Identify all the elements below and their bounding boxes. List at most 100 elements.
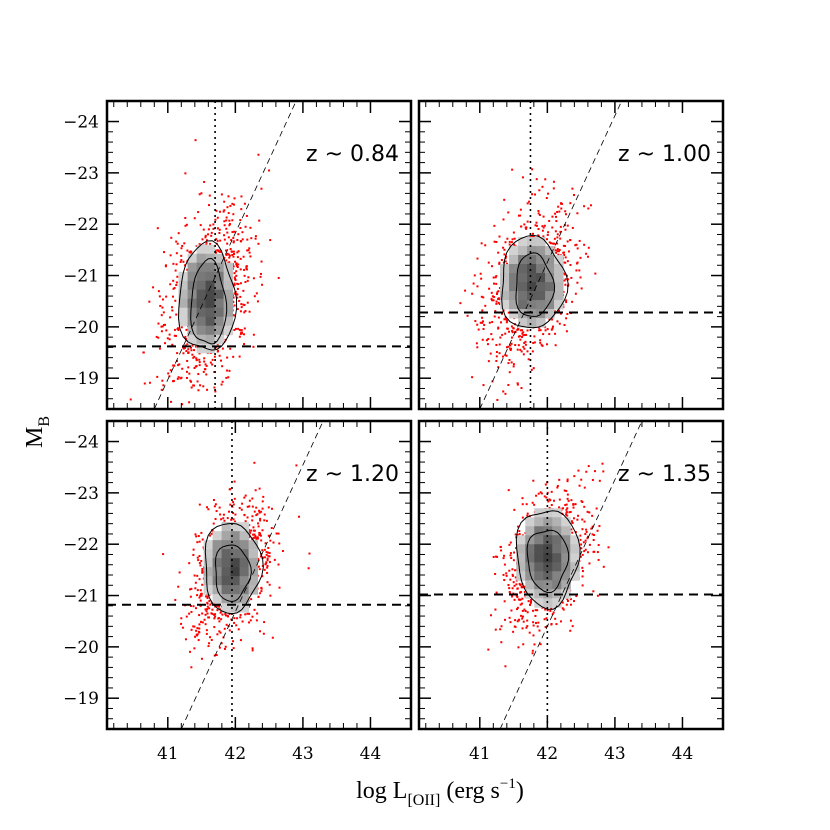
scatter-point — [211, 358, 214, 361]
x-tick-label: 43 — [292, 744, 314, 764]
scatter-point — [566, 514, 569, 517]
density-cell — [187, 253, 198, 264]
scatter-point — [175, 360, 178, 363]
scatter-point — [559, 312, 562, 315]
scatter-point — [248, 247, 251, 250]
scatter-point — [196, 589, 199, 592]
scatter-point — [157, 290, 160, 293]
scatter-point — [523, 347, 526, 350]
scatter-point — [471, 376, 474, 379]
scatter-point — [177, 364, 180, 367]
scatter-point — [490, 333, 493, 336]
scatter-point — [513, 243, 516, 246]
scatter-point — [571, 300, 574, 303]
scatter-point — [524, 343, 527, 346]
scatter-point — [255, 537, 258, 540]
scatter-point — [181, 626, 184, 629]
scatter-point — [230, 239, 233, 242]
scatter-point — [558, 210, 561, 213]
scatter-point — [173, 334, 176, 337]
density-cell — [248, 576, 259, 586]
scatter-point — [177, 376, 180, 379]
scatter-point — [567, 250, 570, 253]
scatter-point — [573, 517, 576, 520]
scatter-point — [528, 200, 531, 203]
scatter-point — [476, 285, 479, 288]
scatter-point — [546, 238, 549, 241]
density-cell — [554, 264, 564, 274]
scatter-point — [195, 629, 198, 632]
scatter-point — [502, 218, 505, 221]
scatter-point — [162, 311, 165, 314]
scatter-point — [553, 237, 556, 240]
scatter-point — [513, 551, 516, 554]
scatter-point — [217, 605, 220, 608]
scatter-point — [523, 333, 526, 336]
scatter-point — [579, 538, 582, 541]
scatter-point — [236, 296, 239, 299]
scatter-point — [519, 591, 522, 594]
scatter-point — [571, 521, 574, 524]
scatter-point — [240, 329, 243, 332]
scatter-point — [516, 383, 519, 386]
scatter-point — [580, 547, 583, 550]
scatter-point — [565, 513, 568, 516]
density-cell — [554, 273, 564, 283]
scatter-point — [564, 213, 567, 216]
scatter-point — [236, 238, 239, 241]
scatter-point — [548, 219, 551, 222]
scatter-point — [531, 235, 534, 238]
scatter-point — [521, 332, 524, 335]
scatter-point — [543, 224, 546, 227]
scatter-point — [203, 360, 206, 363]
scatter-point — [181, 367, 184, 370]
scatter-point — [260, 187, 263, 190]
scatter-point — [273, 558, 276, 561]
density-cell — [525, 580, 535, 590]
scatter-point — [522, 345, 525, 348]
scatter-point — [487, 338, 490, 341]
density-cell — [230, 567, 241, 577]
scatter-point — [533, 643, 536, 646]
scatter-point — [511, 238, 514, 241]
scatter-point — [520, 602, 523, 605]
scatter-point — [226, 231, 229, 234]
scatter-point — [488, 321, 491, 324]
scatter-point — [201, 612, 204, 615]
scatter-point — [538, 189, 541, 192]
scatter-point — [198, 358, 201, 361]
density-cell — [536, 237, 546, 247]
density-cell — [230, 522, 241, 532]
scatter-point — [208, 642, 211, 645]
scatter-point — [593, 550, 596, 553]
scatter-point — [531, 232, 534, 235]
scatter-point — [505, 354, 508, 357]
scatter-point — [576, 261, 579, 264]
scatter-point — [232, 240, 235, 243]
scatter-point — [519, 348, 522, 351]
scatter-point — [239, 227, 242, 230]
scatter-point — [234, 513, 237, 516]
scatter-point — [558, 322, 561, 325]
density-cell — [205, 289, 216, 300]
density-cell — [223, 298, 234, 309]
scatter-point — [551, 242, 554, 245]
scatter-point — [268, 561, 271, 564]
scatter-point — [510, 557, 513, 560]
density-cell — [239, 585, 250, 595]
scatter-point — [244, 225, 247, 228]
scatter-point — [519, 338, 522, 341]
inner-contour — [526, 529, 570, 593]
scatter-point — [259, 534, 262, 537]
density-cell — [239, 531, 250, 541]
scatter-point — [199, 620, 202, 623]
scatter-point — [519, 208, 522, 211]
scatter-point — [201, 621, 204, 624]
scatter-point — [564, 256, 567, 259]
scatter-point — [262, 495, 265, 498]
scatter-point — [233, 617, 236, 620]
scatter-point — [213, 386, 216, 389]
scatter-point — [202, 228, 205, 231]
scatter-point — [196, 627, 199, 630]
scatter-point — [561, 607, 564, 610]
